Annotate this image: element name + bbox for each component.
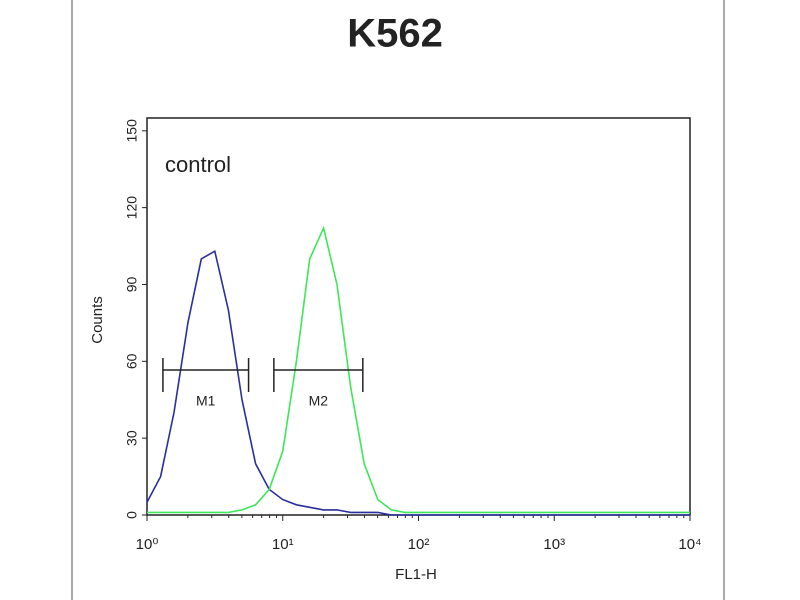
y-tick-label: 0 — [124, 511, 140, 519]
y-tick-label: 90 — [124, 276, 140, 292]
histogram-line — [146, 249, 690, 516]
x-tick-label: 10⁰ — [136, 536, 159, 553]
y-tick-label: 150 — [124, 119, 140, 143]
x-tick-label: 10² — [408, 536, 430, 553]
x-tick-label: 10⁴ — [678, 536, 701, 553]
plot-frame — [146, 117, 691, 516]
y-tick-label: 60 — [124, 353, 140, 369]
x-axis-label: FL1-H — [395, 566, 437, 583]
x-tick-label: 10³ — [543, 536, 565, 553]
marker-label: M2 — [309, 393, 329, 409]
annotation: control — [165, 152, 231, 177]
y-tick-label: 120 — [124, 196, 140, 220]
y-tick-label: 30 — [124, 430, 140, 446]
chart-title: K562 — [347, 12, 443, 56]
y-axis-label: Counts — [89, 296, 106, 344]
histogram-line — [147, 225, 690, 514]
marker-label: M1 — [196, 393, 216, 409]
x-tick-label: 10¹ — [272, 536, 294, 553]
